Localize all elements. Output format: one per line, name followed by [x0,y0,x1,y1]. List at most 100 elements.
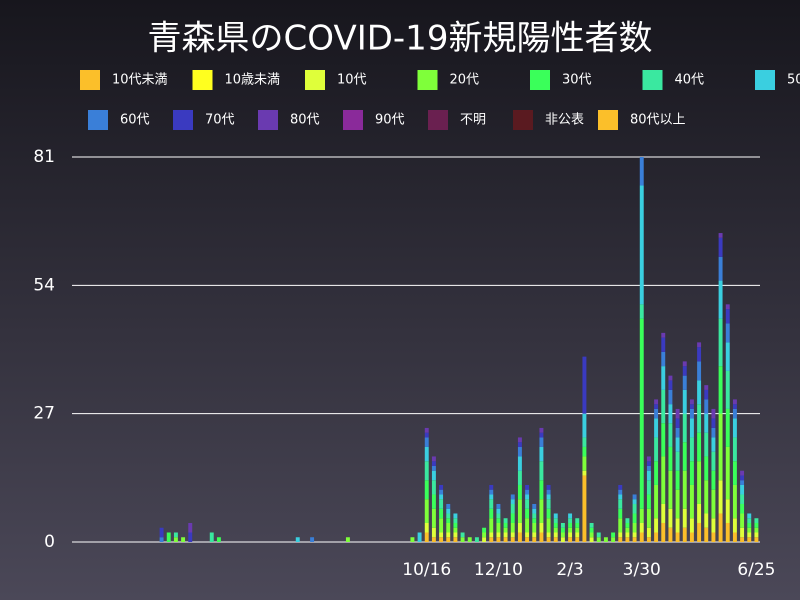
bar-segment [546,532,551,538]
bar-segment [732,461,737,485]
legend-label: 50代 [787,73,800,88]
bar-segment [725,342,730,371]
x-tick-label: 3/30 [623,560,661,580]
bar-segment [632,522,637,533]
bar-segment [553,532,558,538]
legend-swatch [642,70,663,90]
bar-segment [460,537,465,542]
y-tick-label: 0 [44,532,55,552]
bar-segment [496,537,501,542]
bar-segment [732,399,737,405]
bar-segment [682,508,687,528]
bar-segment [525,494,530,500]
bar-segment [682,389,687,414]
bar-segment [431,494,436,509]
bar-segment [546,518,551,533]
bar-segment [474,537,479,542]
bar-segment [482,532,487,538]
bar-segment [740,494,745,504]
bar-segment [675,408,680,419]
bar-segment [582,413,587,438]
bar-segment [682,375,687,390]
y-tick-label: 81 [33,147,55,167]
bar-segment [689,399,694,405]
bar-segment [654,404,659,409]
bar-segment [424,522,429,533]
bar-segment [646,494,651,509]
bar-segment [431,456,436,462]
bar-segment [740,484,745,495]
bar-segment [496,518,501,523]
bar-segment [216,537,221,542]
bar-segment [654,418,659,438]
bar-segment [668,527,673,542]
bar-segment [439,489,444,495]
legend-swatch [343,110,363,130]
bar-segment [646,461,651,466]
bar-segment [697,503,702,523]
bar-segment [546,499,551,509]
bar-segment [646,456,651,462]
legend-swatch [80,70,100,90]
bar-segment [539,532,544,542]
bar-segment [618,489,623,495]
bar-segment [446,508,451,514]
bar-segment [503,537,508,542]
bar-segment [740,503,745,514]
bar-segment [568,518,573,523]
legend-label: 40代 [675,73,705,88]
bar-segment [740,513,745,528]
legend-swatch [192,70,213,90]
bar-segment [517,484,522,500]
bar-segment [668,404,673,424]
bar-segment [718,237,723,257]
bar-segment [632,503,637,514]
bar-segment [453,527,458,533]
bar-segment [539,432,544,438]
bar-segment [181,537,186,542]
bar-segment [646,537,651,542]
bar-segment [618,484,623,490]
bar-segment [639,532,644,542]
bar-segment [446,522,451,533]
bar-segment [560,527,565,533]
bar-segment [596,532,601,538]
bar-segment [639,508,644,523]
bar-segment [668,380,673,390]
bar-segment [431,527,436,538]
bar-segment [553,527,558,533]
bar-segment [632,537,637,542]
bar-segment [532,513,537,519]
bar-segment [517,532,522,542]
bar-segment [424,499,429,523]
bar-segment [446,518,451,523]
bar-segment [209,532,214,542]
bar-segment [661,332,666,338]
bar-segment [589,537,594,542]
bar-segment [618,494,623,500]
bar-segment [675,470,680,490]
bar-segment [517,470,522,485]
bar-segment [510,503,515,514]
legend-label: 10歳未満 [225,73,281,88]
bar-segment [446,503,451,509]
bar-segment [453,537,458,542]
bar-segment [546,484,551,490]
bar-segment [568,537,573,542]
bar-segment [697,361,702,381]
bar-segment [747,518,752,523]
bar-segment [539,499,544,523]
bar-segment [697,404,702,433]
bar-segment [718,480,723,514]
bar-segment [431,508,436,528]
bar-segment [460,532,465,538]
bar-segment [582,446,587,457]
bar-segment [596,537,601,542]
bar-segment [689,484,694,519]
bar-segment [639,522,644,533]
legend-swatch [755,70,775,90]
bar-segment [754,532,759,538]
bar-segment [560,522,565,528]
legend-swatch [530,70,550,90]
